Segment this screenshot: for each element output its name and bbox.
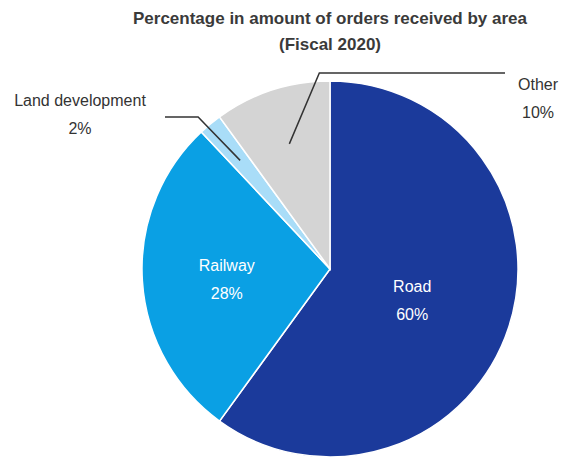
slice-value: 60% <box>396 306 428 323</box>
leader-line <box>289 73 505 144</box>
chart: Percentage in amount of orders received … <box>0 0 567 458</box>
chart-subtitle: (Fiscal 2020) <box>279 35 381 54</box>
slices <box>142 81 518 457</box>
slice-value: 28% <box>211 285 243 302</box>
slice-label: Land development <box>14 92 146 109</box>
chart-title: Percentage in amount of orders received … <box>133 9 528 28</box>
pie-slice <box>219 81 330 269</box>
slice-value: 2% <box>68 120 91 137</box>
slice-label: Road <box>393 278 431 295</box>
slice-label: Other <box>518 76 559 93</box>
slice-label: Railway <box>199 257 255 274</box>
slice-value: 10% <box>522 104 554 121</box>
leader-line <box>165 117 240 160</box>
